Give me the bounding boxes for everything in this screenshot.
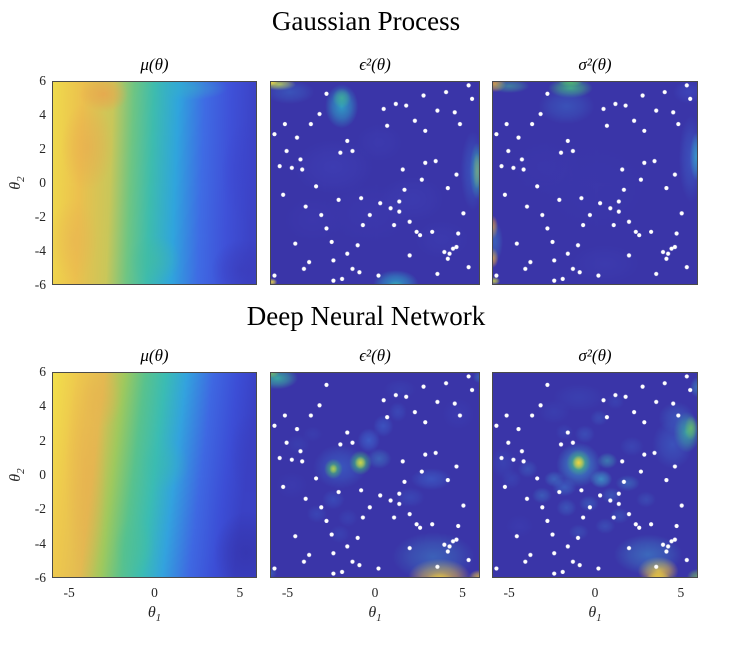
row-title-deep-neural-network: Deep Neural Network <box>246 301 486 331</box>
y-tick-label: -2 <box>34 209 46 224</box>
y-tick-label: 2 <box>39 432 46 448</box>
panel-title-mu-dnn: μ(θ) <box>140 346 169 365</box>
heatmap-gp-sigma2 <box>492 81 698 285</box>
heatmap-gp-mu <box>52 81 257 285</box>
panel-title-epsilon2-gp: ϵ²(θ) <box>359 55 391 74</box>
y-tick-label: -2 <box>34 501 46 517</box>
x-tick-label: 5 <box>236 585 244 600</box>
y-tick-label: -6 <box>34 570 46 585</box>
panel-title-sigma2-dnn: σ²(θ) <box>578 346 612 365</box>
theta2-axis-label: θ2 <box>6 176 28 190</box>
x-tick-label: -5 <box>63 585 75 600</box>
x-tick-label: -5 <box>503 585 515 600</box>
x-tick-label: 0 <box>371 585 379 600</box>
x-tick-label: 0 <box>591 585 599 600</box>
panel-title-mu-gp: μ(θ) <box>140 55 169 74</box>
panel-title-sigma2-gp: σ²(θ) <box>578 55 612 74</box>
x-tick-label: 0 <box>151 585 158 600</box>
x-tick-label: -5 <box>281 585 294 600</box>
y-tick-label: 6 <box>39 364 46 379</box>
x-tick-label: 5 <box>677 585 685 600</box>
y-tick-label: -4 <box>34 243 46 258</box>
y-tick-label: 6 <box>39 73 46 88</box>
y-tick-label: 4 <box>39 398 46 414</box>
y-tick-label: -6 <box>34 277 46 292</box>
y-tick-label: 0 <box>39 467 46 482</box>
heatmap-dnn-mu <box>52 372 257 578</box>
theta1-axis-label: θ1 <box>147 604 162 625</box>
y-tick-label: 2 <box>39 141 46 156</box>
theta2-axis-label: θ2 <box>6 468 28 482</box>
row-title-gaussian-process: Gaussian Process <box>271 6 461 36</box>
panel-title-epsilon2-dnn: ϵ²(θ) <box>359 346 391 365</box>
y-tick-label: 4 <box>39 107 46 122</box>
y-tick-label: -4 <box>34 535 46 551</box>
theta1-axis-label: θ1 <box>368 604 382 625</box>
x-tick-label: 5 <box>459 585 466 600</box>
heatmap-dnn-epsilon2 <box>270 372 480 578</box>
heatmap-dnn-sigma2 <box>492 372 698 578</box>
theta1-axis-label: θ1 <box>588 604 602 625</box>
heatmap-gp-epsilon2 <box>270 81 480 285</box>
y-tick-label: 0 <box>39 175 46 190</box>
